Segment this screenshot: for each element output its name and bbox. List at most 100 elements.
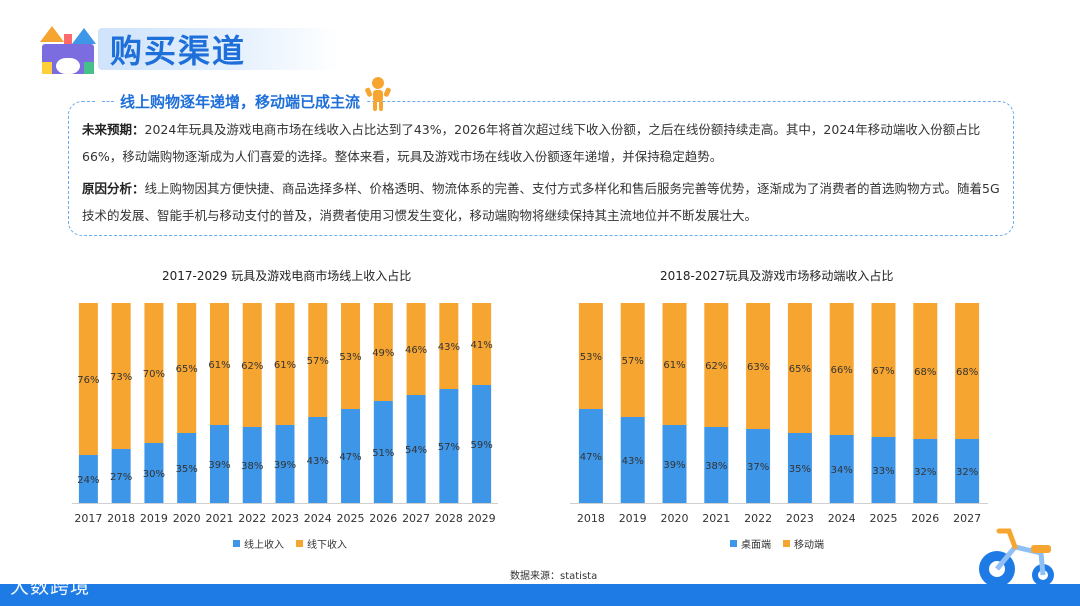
bar-value-label: 76% bbox=[77, 375, 99, 386]
bar-value-label: 51% bbox=[372, 448, 394, 459]
bar-value-label: 39% bbox=[274, 460, 296, 471]
legend-label: 移动端 bbox=[794, 540, 824, 551]
bar-lower bbox=[406, 395, 426, 503]
bar-upper bbox=[662, 303, 687, 425]
bar-value-label: 73% bbox=[110, 372, 132, 383]
bar-upper bbox=[913, 303, 938, 439]
legend-item: 移动端 bbox=[783, 536, 824, 551]
bar-value-label: 65% bbox=[789, 364, 811, 375]
bar-lower bbox=[111, 449, 131, 503]
bar-value-label: 47% bbox=[580, 452, 602, 463]
bar-upper bbox=[373, 303, 393, 401]
bar-value-label: 41% bbox=[470, 340, 492, 351]
bar-value-label: 47% bbox=[339, 452, 361, 463]
bar-upper bbox=[341, 303, 361, 409]
x-tick-label: 2026 bbox=[369, 512, 397, 525]
x-tick-label: 2022 bbox=[744, 512, 772, 525]
bar-value-label: 27% bbox=[110, 472, 132, 483]
footer-bar bbox=[0, 584, 1080, 606]
chart1-legend: 线上收入 线下收入 bbox=[233, 536, 347, 551]
bar-value-label: 70% bbox=[143, 369, 165, 380]
legend-item: 桌面端 bbox=[730, 536, 771, 551]
bar-upper bbox=[578, 303, 603, 409]
bar-upper bbox=[704, 303, 729, 427]
bar-lower bbox=[341, 409, 361, 503]
bar-value-label: 35% bbox=[176, 464, 198, 475]
bar-lower bbox=[308, 417, 328, 503]
bar-lower bbox=[472, 385, 492, 503]
bar-upper bbox=[111, 303, 131, 449]
bar-lower bbox=[578, 409, 603, 503]
paragraph-forecast: 未来预期：2024年玩具及游戏电商市场在线收入占比达到了43%，2026年将首次… bbox=[82, 116, 1004, 170]
bar-lower bbox=[913, 439, 938, 503]
chart1-title: 2017-2029 玩具及游戏电商市场线上收入占比 bbox=[162, 269, 412, 283]
bar-value-label: 39% bbox=[663, 460, 685, 471]
brand-logo: 大数跨境 bbox=[10, 576, 91, 598]
x-tick-label: 2017 bbox=[74, 512, 102, 525]
bar-value-label: 34% bbox=[831, 465, 853, 476]
bar-lower bbox=[144, 443, 164, 503]
legend-label: 线下收入 bbox=[307, 540, 347, 551]
x-tick-label: 2027 bbox=[402, 512, 430, 525]
bar-upper bbox=[177, 303, 197, 433]
bar-value-label: 43% bbox=[622, 456, 644, 467]
bar-value-label: 53% bbox=[339, 352, 361, 363]
bar-lower bbox=[829, 435, 854, 503]
bar-upper bbox=[242, 303, 262, 427]
bar-value-label: 61% bbox=[663, 360, 685, 371]
bar-value-label: 24% bbox=[77, 475, 99, 486]
x-tick-label: 2024 bbox=[304, 512, 332, 525]
bar-value-label: 35% bbox=[789, 464, 811, 475]
bar-lower bbox=[620, 417, 645, 503]
bar-value-label: 33% bbox=[872, 466, 894, 477]
x-tick-label: 2027 bbox=[953, 512, 981, 525]
x-tick-label: 2029 bbox=[468, 512, 496, 525]
x-tick-label: 2022 bbox=[238, 512, 266, 525]
bar-value-label: 32% bbox=[914, 467, 936, 478]
bar-lower bbox=[242, 427, 262, 503]
summary-box bbox=[68, 101, 1014, 236]
data-source: 数据来源：statista bbox=[510, 571, 598, 582]
bar-value-label: 54% bbox=[405, 445, 427, 456]
bar-lower bbox=[373, 401, 393, 503]
x-tick-label: 2018 bbox=[577, 512, 605, 525]
bar-value-label: 43% bbox=[307, 456, 329, 467]
page-header: 购买渠道 bbox=[38, 22, 338, 78]
bar-value-label: 62% bbox=[241, 361, 263, 372]
forecast-text: 2024年玩具及游戏电商市场在线收入占比达到了43%，2026年将首次超过线下收… bbox=[82, 122, 981, 164]
bar-value-label: 57% bbox=[438, 442, 460, 453]
bar-value-label: 43% bbox=[438, 342, 460, 353]
bar-value-label: 63% bbox=[747, 362, 769, 373]
bar-upper bbox=[406, 303, 426, 395]
bar-value-label: 37% bbox=[747, 462, 769, 473]
legend-label: 线上收入 bbox=[244, 540, 284, 551]
x-tick-label: 2028 bbox=[435, 512, 463, 525]
tricycle-icon bbox=[979, 528, 1054, 587]
x-tick-label: 2025 bbox=[870, 512, 898, 525]
bar-value-label: 46% bbox=[405, 345, 427, 356]
bar-lower bbox=[177, 433, 197, 503]
bar-value-label: 67% bbox=[872, 366, 894, 377]
bar-value-label: 57% bbox=[307, 356, 329, 367]
bar-value-label: 62% bbox=[705, 361, 727, 372]
reason-text: 线上购物因其方便快捷、商品选择多样、价格透明、物流体系的完善、支付方式多样化和售… bbox=[82, 181, 1000, 223]
bar-value-label: 68% bbox=[956, 367, 978, 378]
legend-item: 线下收入 bbox=[296, 536, 347, 551]
bar-value-label: 53% bbox=[580, 352, 602, 363]
x-tick-label: 2023 bbox=[271, 512, 299, 525]
bar-upper bbox=[871, 303, 896, 437]
bar-lower bbox=[787, 433, 812, 503]
bar-lower bbox=[78, 455, 98, 503]
bar-upper bbox=[78, 303, 98, 455]
x-tick-label: 2021 bbox=[702, 512, 730, 525]
forecast-label: 未来预期： bbox=[82, 122, 145, 137]
bar-lower bbox=[746, 429, 771, 503]
bar-lower bbox=[871, 437, 896, 503]
bar-upper bbox=[620, 303, 645, 417]
bar-upper bbox=[787, 303, 812, 433]
legend-label: 桌面端 bbox=[741, 540, 771, 551]
bar-upper bbox=[209, 303, 229, 425]
bar-upper bbox=[955, 303, 980, 439]
chart2-title: 2018-2027玩具及游戏市场移动端收入占比 bbox=[660, 269, 894, 283]
